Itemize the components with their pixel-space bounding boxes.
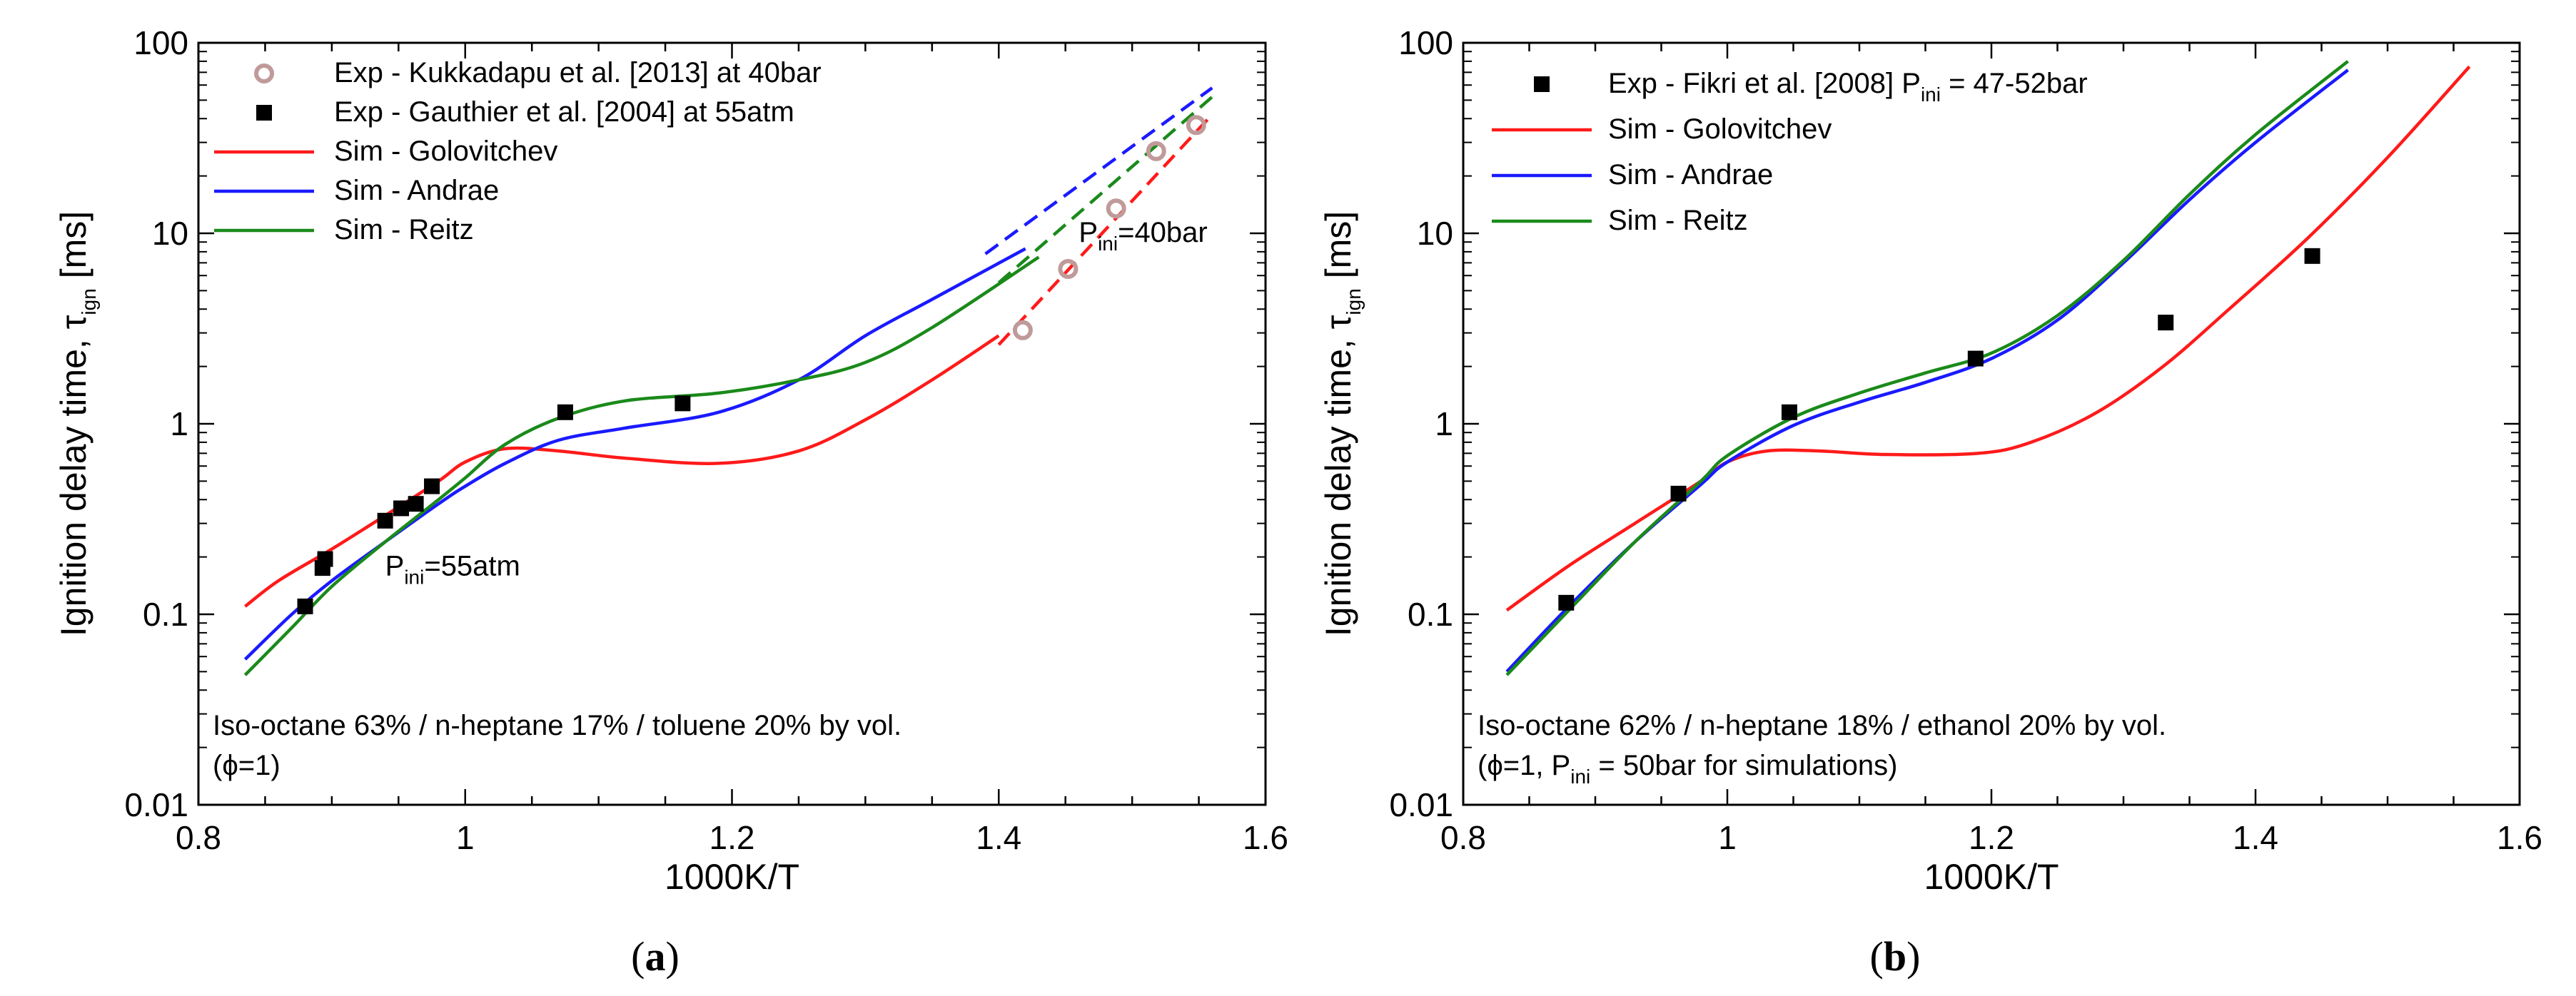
- description-line: (ϕ=1): [213, 750, 281, 781]
- data-point-square: [393, 500, 410, 517]
- y-axis-title: Ignition delay time, τign [ms]: [1318, 211, 1365, 636]
- data-point-circle: [1146, 141, 1166, 161]
- legend-label: Sim - Golovitchev: [1608, 113, 1832, 145]
- plot-frame: [1462, 41, 2521, 806]
- legend-label: Exp - Kukkadapu et al. [2013] at 40bar: [334, 57, 822, 88]
- chart-panel-a: 0.8 1 1.2 1.4 1.6 0.01 0.1 1 10 100 1000K/T Ignitio…: [54, 24, 1288, 980]
- y-axis-title: Ignition delay time, τign [ms]: [54, 211, 100, 636]
- chart-panel-b: 0.8 1 1.2 1.4 1.6 0.01 0.1 1 10 100 1000K/T Ignitio…: [1318, 24, 2542, 980]
- panel-label-letter: a: [645, 933, 666, 980]
- data-point-square: [424, 478, 440, 494]
- x-tick-label: 1: [1718, 819, 1737, 856]
- legend-label: Sim - Golovitchev: [334, 136, 557, 167]
- annotation: Pini=55atm: [385, 550, 520, 588]
- y-tick-label: 0.1: [1408, 596, 1453, 633]
- data-point-circle: [1106, 198, 1126, 219]
- x-tick-label: 1: [456, 819, 475, 856]
- x-axis-title: 1000K/T: [1924, 857, 2059, 897]
- description-line: (ϕ=1, Pini = 50bar for simulations): [1478, 750, 1897, 788]
- series-line-sim-reitz: [1505, 60, 2349, 676]
- x-tick-label: 1.6: [1243, 819, 1288, 856]
- legend-symbol: [256, 105, 272, 121]
- legend-label: Sim - Andrae: [1608, 159, 1773, 190]
- x-axis-title: 1000K/T: [665, 857, 799, 897]
- data-point-circle: [1058, 258, 1079, 279]
- y-tick-label: 10: [152, 215, 188, 252]
- y-axis-title-unit: [ms]: [1318, 211, 1358, 288]
- series-line-sim-andrae: [243, 247, 1026, 661]
- series-line-sim-golovitchev: [244, 334, 1000, 608]
- x-tick-label: 1.4: [976, 819, 1021, 856]
- panel-label: (b): [1870, 933, 1921, 980]
- legend: Exp - Fikri et al. [2008] Pini = 47-52ba…: [1492, 68, 2088, 236]
- annotation: Pini=40bar: [1079, 217, 1207, 255]
- x-tick-label: 1.4: [2233, 819, 2278, 856]
- data-point-square: [2158, 315, 2174, 331]
- panel-label: (a): [631, 933, 680, 980]
- x-tick-label: 0.8: [176, 819, 221, 856]
- legend-label: Sim - Reitz: [334, 214, 474, 245]
- data-point-square: [1781, 404, 1797, 420]
- x-tick-label: 0.8: [1440, 819, 1486, 856]
- legend-label: Sim - Reitz: [1608, 205, 1748, 236]
- legend: Exp - Kukkadapu et al. [2013] at 40bar Ex…: [214, 57, 822, 245]
- x-tick-label: 1.2: [709, 819, 755, 856]
- series-line-sim-reitz-40bar: [997, 96, 1213, 285]
- series-line-sim-reitz: [243, 255, 1040, 676]
- y-tick-label: 100: [133, 24, 188, 61]
- data-point-square: [1967, 350, 1984, 367]
- legend-symbol: [1534, 76, 1550, 92]
- data-point-square: [317, 551, 333, 567]
- y-tick-label: 0.1: [143, 596, 188, 633]
- data-point-square: [377, 512, 393, 529]
- legend-label: Exp - Fikri et al. [2008] Pini = 47-52ba…: [1608, 68, 2088, 106]
- y-axis-title-main: Ignition delay time, τ: [54, 315, 94, 636]
- legend-symbol: [254, 63, 274, 83]
- y-tick-label: 0.01: [124, 786, 188, 823]
- legend-label: Sim - Andrae: [334, 175, 499, 206]
- data-point-square: [408, 496, 424, 512]
- data-point-circle: [1012, 320, 1033, 340]
- y-tick-label: 0.01: [1389, 786, 1453, 823]
- description-line: Iso-octane 62% / n-heptane 18% / ethanol…: [1478, 710, 2166, 741]
- series-line-sim-golovitchev: [1505, 65, 2471, 612]
- legend-label: Exp - Gauthier et al. [2004] at 55atm: [334, 96, 794, 128]
- y-tick-label: 10: [1417, 215, 1453, 252]
- series-line-sim-golovitchev-40bar: [997, 113, 1213, 346]
- y-tick-label: 1: [170, 405, 188, 442]
- data-point-circle: [1186, 115, 1206, 136]
- y-axis-title-subscript: ign: [1343, 288, 1365, 315]
- data-point-square: [675, 395, 691, 412]
- panel-label-letter: b: [1884, 933, 1906, 980]
- x-tick-label: 1.6: [2497, 819, 2542, 856]
- y-tick-label: 1: [1435, 405, 1453, 442]
- data-point-square: [1670, 485, 1687, 502]
- data-point-square: [557, 404, 573, 420]
- y-axis-title-main: Ignition delay time, τ: [1318, 315, 1358, 636]
- data-point-square: [297, 598, 313, 614]
- y-tick-label: 100: [1398, 24, 1453, 61]
- data-point-square: [1558, 594, 1575, 611]
- x-tick-label: 1.2: [1969, 819, 2014, 856]
- y-axis-title-unit: [ms]: [54, 211, 94, 288]
- data-point-square: [2304, 248, 2320, 264]
- description-line: Iso-octane 63% / n-heptane 17% / toluene…: [213, 710, 901, 741]
- y-axis-title-subscript: ign: [78, 288, 100, 315]
